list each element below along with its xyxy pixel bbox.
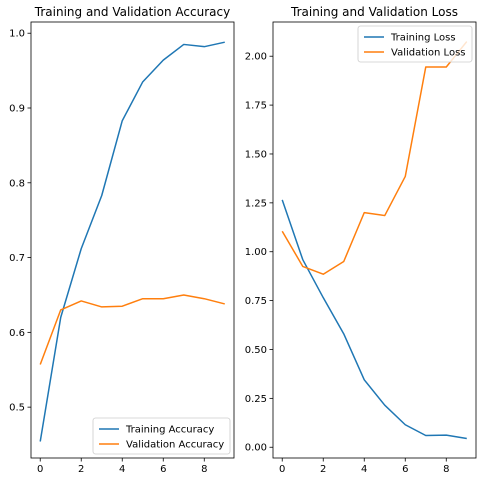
legend: Training Accuracy Validation Accuracy	[92, 417, 231, 455]
y-tick-label: 1.25	[245, 198, 267, 209]
x-tick-label: 8	[443, 464, 449, 475]
x-tick-label: 4	[119, 464, 125, 475]
plot-area	[272, 21, 477, 459]
x-tick-label: 0	[279, 464, 285, 475]
y-tick-label: 1.50	[245, 149, 267, 160]
legend-box	[357, 25, 473, 63]
y-tick-label: 1.75	[245, 101, 267, 112]
x-tick-label: 0	[37, 464, 43, 475]
legend: Training Loss Validation Loss	[357, 25, 473, 63]
y-tick-label: 0.7	[9, 253, 25, 264]
y-tick-label: 0.50	[245, 345, 267, 356]
legend-label: Training Accuracy	[125, 425, 214, 436]
legend-label: Validation Loss	[391, 48, 466, 59]
y-tick-label: 0.6	[9, 328, 25, 339]
y-tick-label: 0.75	[245, 296, 267, 307]
x-tick-label: 6	[160, 464, 166, 475]
y-tick-label: 1.0	[9, 29, 25, 40]
x-tick-label: 8	[201, 464, 207, 475]
plot-area	[30, 21, 235, 459]
series-line-validation-loss	[281, 41, 468, 275]
legend-label: Training Loss	[390, 33, 456, 44]
series-line-validation-accuracy	[39, 294, 225, 365]
series-line-training-accuracy	[39, 41, 225, 442]
chart-panel-2: Training and Validation Loss 0 2 4 6 8 0.00 0.2…	[245, 5, 477, 475]
legend-box	[92, 417, 231, 455]
y-tick-label: 0.9	[9, 104, 25, 115]
chart-panel-1: Training and Validation Accuracy 0 2 4 6 8 0.5…	[9, 5, 235, 475]
y-tick-label: 0.25	[245, 394, 267, 405]
series-line-training-loss	[281, 199, 467, 440]
y-tick-label: 0.5	[9, 403, 25, 414]
chart-title: Training and Validation Loss	[290, 5, 458, 19]
x-tick-label: 2	[78, 464, 84, 475]
x-tick-label: 6	[402, 464, 408, 475]
y-tick-label: 0.00	[245, 443, 267, 454]
legend-label: Validation Accuracy	[126, 440, 224, 451]
y-tick-label: 0.8	[9, 178, 25, 189]
y-tick-label: 1.00	[245, 247, 267, 258]
y-tick-label: 2.00	[245, 52, 267, 63]
x-tick-label: 4	[361, 464, 367, 475]
chart-title: Training and Validation Accuracy	[34, 5, 230, 19]
x-tick-label: 2	[320, 464, 326, 475]
